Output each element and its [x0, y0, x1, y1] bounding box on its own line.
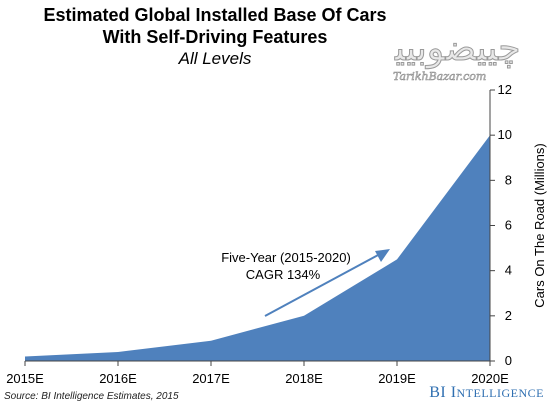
cagr-annotation: Five-Year (2015-2020) CAGR 134% — [221, 249, 390, 317]
annotation-arrow — [264, 253, 381, 317]
x-axis: 2015E 2016E 2017E 2018E 2019E 2020E — [6, 360, 509, 386]
chart-subtitle: All Levels — [178, 49, 252, 68]
chart-title: Estimated Global Installed Base Of Cars … — [0, 4, 430, 48]
area-series — [25, 135, 490, 361]
plot-area — [24, 135, 491, 361]
annotation-line1: Five-Year (2015-2020) — [221, 250, 351, 265]
brand-bi: BI — [429, 384, 447, 401]
y-tick-label: 12 — [498, 82, 512, 97]
y-tick-label: 8 — [505, 172, 512, 187]
x-tick-label: 2019E — [378, 371, 416, 386]
annotation-line2: CAGR 134% — [246, 267, 321, 282]
y-tick-label: 0 — [505, 353, 512, 368]
chart-title-line1: Estimated Global Installed Base Of Cars — [43, 5, 387, 25]
bi-intelligence-logo: BI INTELLIGENCE — [429, 384, 544, 402]
y-axis: 0 2 4 6 8 10 12 Cars On The Road (Millions) — [489, 82, 547, 368]
watermark-logo: ﭼﯿﯿﻀﻮﺑﯿﯿ — [395, 28, 521, 70]
x-tick-label: 2018E — [285, 371, 323, 386]
y-axis-title: Cars On The Road (Millions) — [532, 143, 547, 307]
x-tick-label: 2017E — [192, 371, 230, 386]
chart-title-line2: With Self-Driving Features — [102, 27, 328, 47]
x-tick-label: 2016E — [99, 371, 137, 386]
y-tick-label: 10 — [498, 127, 512, 142]
x-tick-label: 2015E — [6, 371, 44, 386]
y-tick-label: 6 — [505, 218, 512, 233]
y-tick-label: 4 — [505, 263, 512, 278]
y-tick-label: 2 — [505, 308, 512, 323]
brand-intelligence: INTELLIGENCE — [450, 384, 544, 401]
watermark-logo-sub: TarikhBazar.com — [393, 70, 487, 84]
x-tick-label: 2020E — [471, 371, 509, 386]
annotation-arrowhead — [375, 249, 390, 262]
source-note: Source: BI Intelligence Estimates, 2015 — [4, 391, 179, 402]
